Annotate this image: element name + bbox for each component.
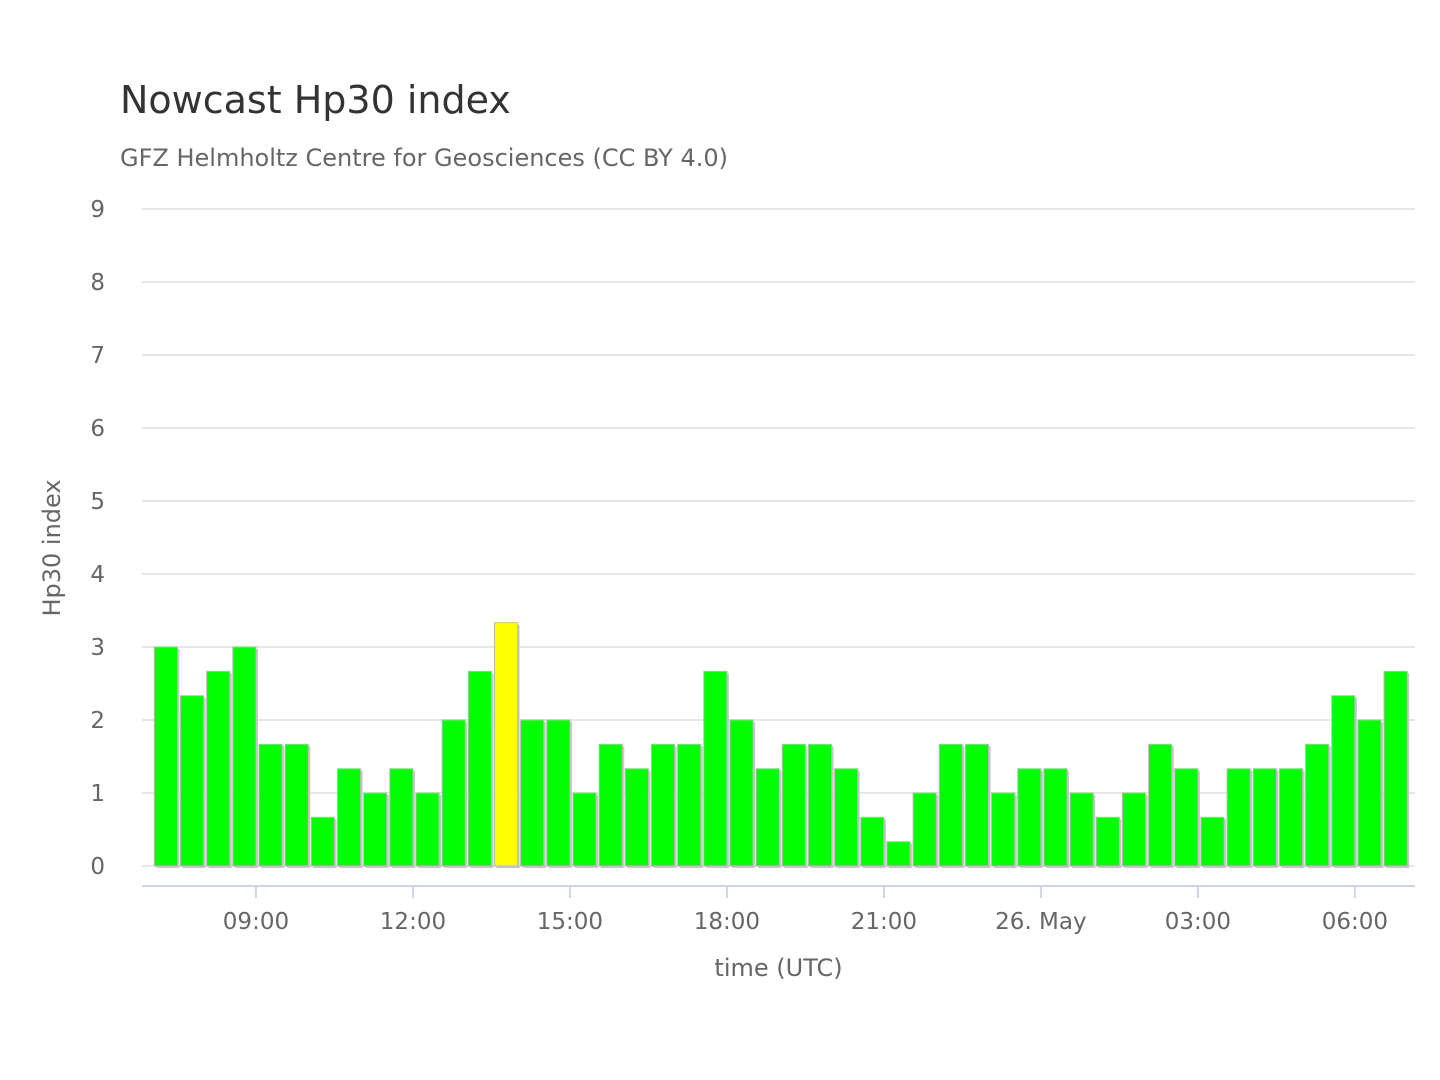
bar (781, 743, 806, 867)
bar (179, 695, 205, 867)
y-axis-title: Hp30 index (38, 479, 66, 616)
bar (1331, 695, 1356, 867)
x-tick-label: 09:00 (223, 909, 289, 935)
y-tick-label: 9 (90, 197, 105, 223)
bar (493, 622, 519, 867)
y-tick-label: 0 (90, 854, 105, 880)
bar (650, 743, 676, 867)
y-tick-label: 2 (90, 708, 105, 734)
bar (1278, 768, 1304, 867)
x-tick-label: 18:00 (694, 909, 760, 935)
x-tick-label: 12:00 (380, 909, 446, 935)
bar (755, 768, 780, 867)
bar (1017, 768, 1042, 867)
bar (389, 768, 414, 867)
bar (206, 670, 231, 867)
bar (363, 792, 388, 867)
x-axis-title: time (UTC) (714, 954, 842, 982)
bar (703, 670, 728, 867)
bar (546, 719, 571, 867)
bar (1121, 792, 1147, 867)
bar (1252, 768, 1277, 867)
chart-subtitle: GFZ Helmholtz Centre for Geosciences (CC… (120, 144, 729, 172)
x-tick-label: 26. May (995, 909, 1086, 935)
bar (886, 841, 911, 867)
y-tick-label: 8 (90, 270, 105, 296)
chart-title: Nowcast Hp30 index (120, 78, 511, 122)
bar (964, 743, 990, 867)
bar (232, 646, 257, 867)
bar (729, 719, 754, 867)
bar (1148, 743, 1173, 867)
x-tick-label: 15:00 (537, 909, 603, 935)
bar (1383, 670, 1408, 867)
bar (1226, 768, 1251, 867)
bar (624, 768, 649, 867)
bar (807, 743, 833, 867)
bar (572, 792, 597, 867)
bar (1069, 792, 1094, 867)
bar (336, 768, 362, 867)
bar (441, 719, 466, 867)
x-tick-label: 06:00 (1322, 909, 1388, 935)
bar (1200, 816, 1225, 867)
bar (258, 743, 283, 867)
bar (1095, 816, 1120, 867)
bar (284, 743, 309, 867)
y-tick-label: 3 (90, 635, 105, 661)
bar (1174, 768, 1199, 867)
bar (1357, 719, 1382, 867)
bar (153, 646, 178, 867)
bar (938, 743, 963, 867)
bar (1043, 768, 1068, 867)
bar (1305, 743, 1330, 867)
bar (415, 792, 440, 867)
bar (834, 768, 859, 867)
y-tick-label: 5 (90, 489, 105, 515)
bar (467, 670, 492, 867)
bar (310, 816, 335, 867)
y-tick-label: 7 (90, 343, 105, 369)
bar (860, 816, 885, 867)
bar (677, 743, 702, 867)
y-tick-label: 4 (90, 562, 105, 588)
x-tick-label: 21:00 (851, 909, 917, 935)
bar (520, 719, 545, 867)
bar (991, 792, 1016, 867)
bar (598, 743, 623, 867)
y-tick-label: 1 (90, 781, 105, 807)
x-tick-label: 03:00 (1165, 909, 1231, 935)
y-tick-label: 6 (90, 416, 105, 442)
bar (912, 792, 937, 867)
